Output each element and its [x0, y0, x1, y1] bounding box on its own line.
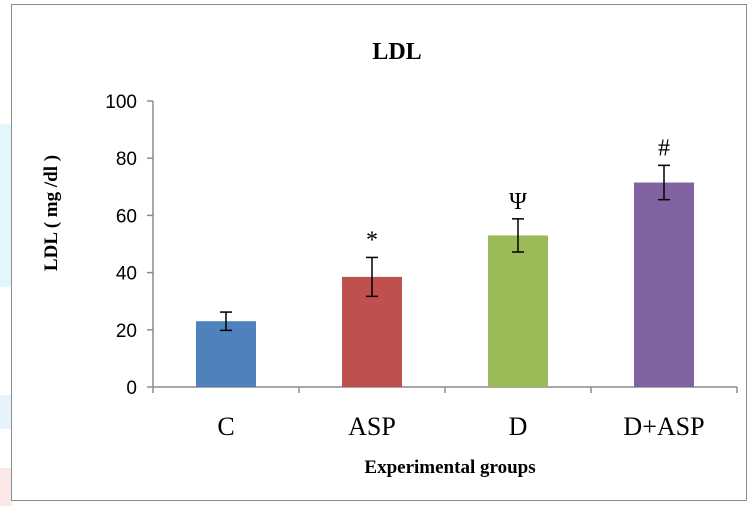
- x-tick-label: ASP: [348, 412, 396, 441]
- bar-chart: LDL 0 20 40 60 80 100 C ASP D D+ASP * Ψ # Experime…: [41, 39, 738, 478]
- y-tick-label: 20: [116, 321, 137, 342]
- y-tick-label: 100: [105, 92, 137, 113]
- y-axis: 0 20 40 60 80 100: [105, 92, 154, 399]
- bar-d-asp: [634, 182, 694, 387]
- bar-d: [488, 235, 548, 387]
- x-tick-label: D: [509, 412, 528, 441]
- y-tick-label: 40: [116, 264, 137, 285]
- chart-title: LDL: [372, 39, 421, 65]
- significance-mark: *: [366, 227, 378, 253]
- x-tick-label: C: [217, 412, 234, 441]
- x-tick-label: D+ASP: [623, 412, 704, 441]
- error-bars: [220, 164, 670, 332]
- bars: [196, 182, 694, 387]
- bar-c: [196, 321, 256, 387]
- edge-strip-blue: [0, 395, 12, 429]
- y-tick-label: 60: [116, 206, 137, 227]
- chart-frame: LDL 0 20 40 60 80 100 C ASP D D+ASP * Ψ # Experime…: [11, 4, 747, 501]
- x-axis: C ASP D D+ASP: [152, 386, 738, 441]
- edge-strip-pink: [0, 468, 12, 506]
- y-tick-label: 0: [126, 378, 137, 399]
- y-tick-label: 80: [116, 149, 137, 170]
- significance-mark: #: [658, 135, 670, 161]
- x-axis-title: Experimental groups: [364, 457, 535, 478]
- edge-strip-cyan: [0, 124, 12, 287]
- significance-mark: Ψ: [509, 189, 527, 215]
- y-axis-title: LDL ( mg /dl ): [41, 155, 62, 271]
- significance-labels: * Ψ #: [366, 135, 670, 253]
